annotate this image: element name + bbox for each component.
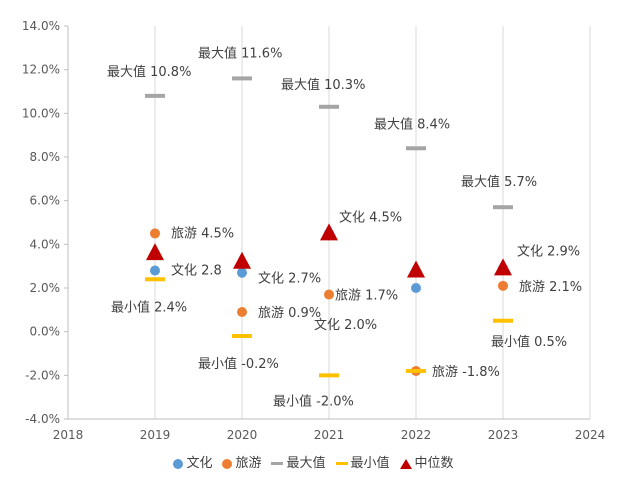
data-label-最大值-2021: 最大值 10.3% [281, 77, 365, 93]
y-tick-label: 6.0% [30, 194, 61, 208]
y-tick-label: 12.0% [22, 63, 60, 77]
data-label-旅游-2019: 旅游 4.5% [171, 226, 234, 241]
point-旅游-2019 [150, 228, 160, 239]
legend-item-最大值: 最大值 [271, 452, 326, 471]
point-最小值-2021 [319, 373, 339, 378]
legend-triangle-icon [399, 458, 412, 469]
data-label-文化-2019: 文化 2.8 [171, 264, 222, 279]
data-label-旅游-2021: 旅游 1.7% [335, 289, 398, 304]
point-最大值-2023 [493, 205, 513, 210]
legend-dash-icon [271, 462, 284, 465]
data-label-旅游-2023: 旅游 2.1% [519, 280, 582, 295]
data-label-文化-2021: 文化 4.5% [339, 210, 402, 225]
data-label-最小值-2020: 最小值 -0.2% [198, 356, 279, 372]
y-tick-label: -4.0% [25, 412, 60, 426]
plot-area [145, 76, 513, 378]
legend: 文化 旅游 最大值 最小值 中位数 [0, 452, 627, 471]
point-文化-2022 [411, 283, 421, 293]
point-最小值-2020 [232, 334, 252, 339]
x-tick-label: 2024 [575, 428, 606, 442]
x-tick-label: 2023 [488, 428, 519, 442]
x-tick-label: 2018 [53, 428, 84, 442]
point-中位数-2021 [320, 223, 338, 241]
point-最大值-2019 [145, 93, 165, 98]
legend-dash-icon [335, 462, 348, 465]
y-tick-label: 0.0% [30, 325, 61, 339]
point-最小值-2022 [406, 368, 426, 373]
legend-label: 文化 [186, 456, 213, 471]
y-tick-label: 8.0% [30, 150, 61, 164]
x-tick-label: 2020 [227, 428, 258, 442]
legend-label: 最大值 [286, 456, 326, 471]
grid [154, 26, 591, 419]
x-tick-label: 2022 [401, 428, 432, 442]
legend-label: 旅游 [235, 456, 262, 471]
data-label-文化-2020: 文化 2.7% [258, 272, 321, 287]
legend-item-中位数: 中位数 [399, 452, 454, 471]
point-文化-2020 [237, 267, 247, 278]
data-label-最大值-2022: 最大值 8.4% [374, 116, 450, 132]
legend-item-最小值: 最小值 [335, 452, 390, 471]
y-tick-label: -2.0% [25, 368, 60, 382]
x-tick-label: 2021 [314, 428, 345, 442]
data-label-旅游-2022: 旅游 -1.8% [432, 365, 500, 380]
legend-label: 中位数 [414, 456, 454, 471]
data-label-最大值-2023: 最大值 5.7% [461, 174, 537, 190]
y-tick-label: 2.0% [30, 281, 61, 295]
data-label-最大值-2020: 最大值 11.6% [198, 45, 282, 61]
point-旅游-2020 [237, 307, 247, 318]
data-label-文化-2022: 文化 2.0% [314, 318, 377, 333]
legend-circle-icon [173, 458, 184, 469]
legend-label: 最小值 [350, 456, 390, 471]
y-tick-label: 10.0% [22, 106, 60, 120]
y-tick-label: 14.0% [22, 19, 60, 33]
point-最小值-2019 [145, 277, 165, 282]
legend-item-旅游: 旅游 [222, 452, 261, 471]
data-label-旅游-2020: 旅游 0.9% [258, 306, 321, 321]
point-文化-2019 [150, 265, 160, 276]
point-中位数-2022 [407, 260, 425, 278]
point-最大值-2021 [319, 104, 339, 109]
point-最大值-2020 [232, 76, 252, 81]
point-最小值-2023 [493, 318, 513, 323]
data-label-最小值-2023: 最小值 0.5% [491, 334, 567, 350]
legend-circle-icon [222, 458, 233, 469]
data-labels: 文化 2.8 文化 2.7% 文化 4.5% 文化 2.0% 文化 2.9% 旅游 4.5… [107, 45, 582, 409]
data-label-最大值-2019: 最大值 10.8% [107, 64, 191, 80]
data-label-最小值-2021: 最小值 -2.0% [273, 393, 354, 409]
data-label-最小值-2019: 最小值 2.4% [111, 299, 187, 315]
y-tick-label: 4.0% [30, 237, 61, 251]
legend-item-文化: 文化 [173, 452, 212, 471]
point-旅游-2021 [324, 289, 334, 300]
point-旅游-2023 [498, 280, 508, 291]
point-中位数-2020 [233, 251, 251, 269]
point-中位数-2023 [494, 258, 512, 276]
data-label-文化-2023: 文化 2.9% [517, 244, 580, 259]
point-中位数-2019 [146, 243, 164, 261]
point-最大值-2022 [406, 146, 426, 151]
axes: 2018 2019 2020 2021 2022 2023 2024 -4.0% -2.0% 0.… [22, 19, 605, 442]
x-tick-label: 2019 [140, 428, 171, 442]
